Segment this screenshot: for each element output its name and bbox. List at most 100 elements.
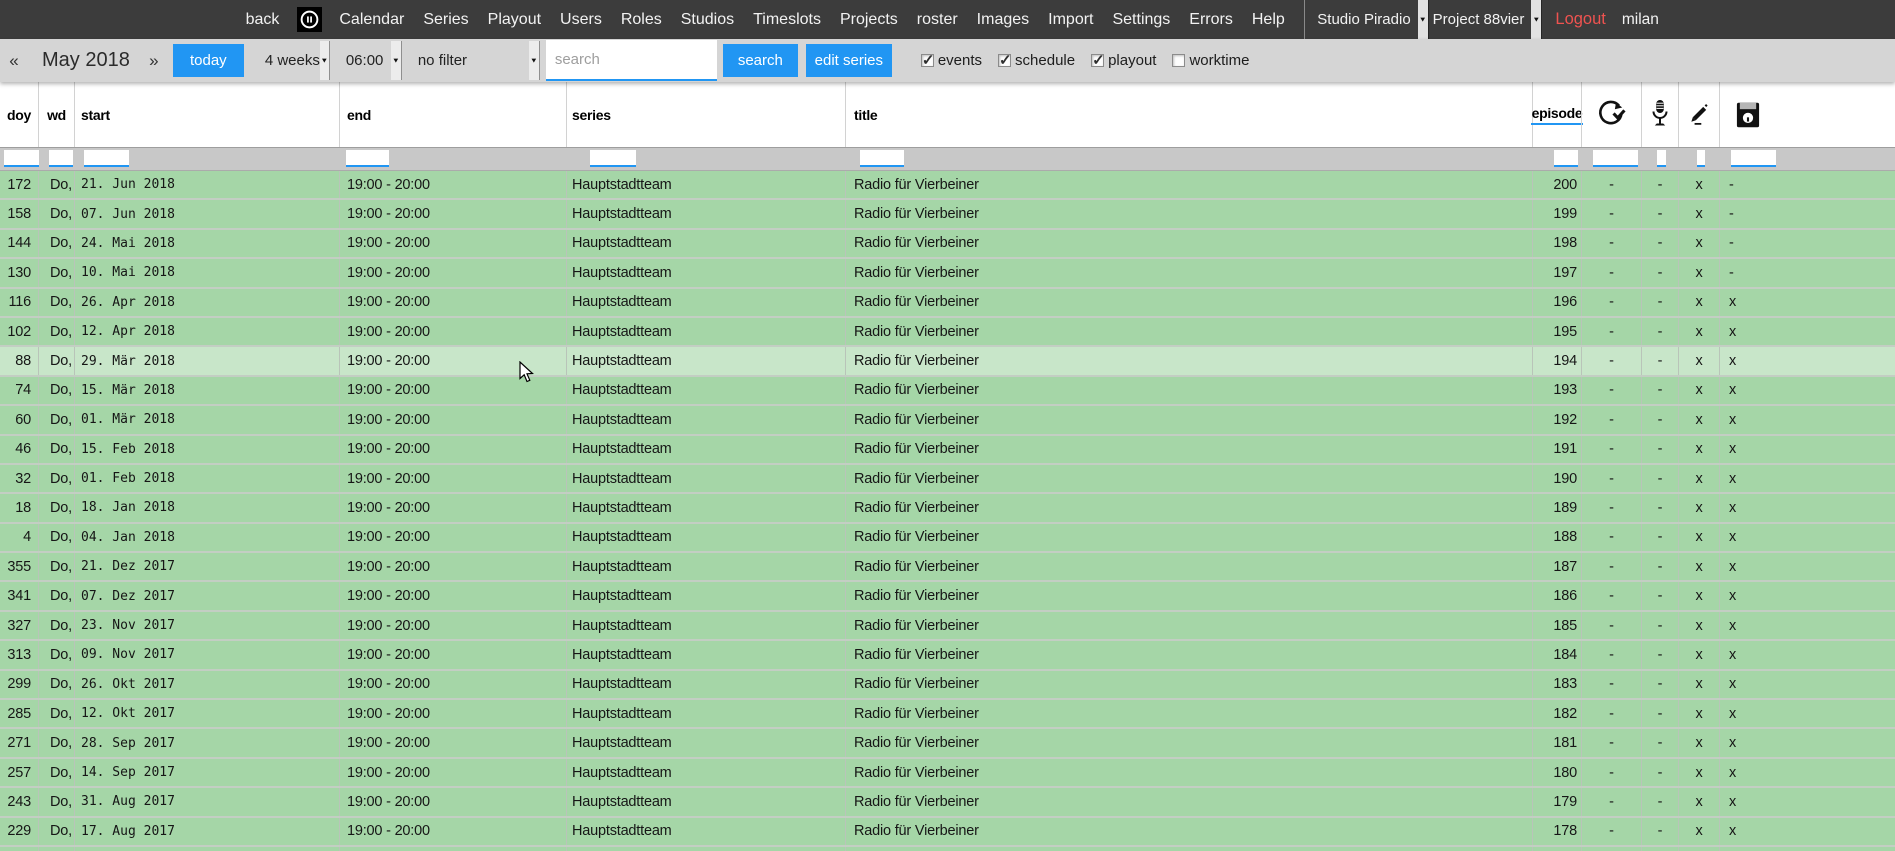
table-row[interactable]: 46 Do, 15. Feb 2018 19:00 - 20:00 Haupts… bbox=[0, 435, 1895, 465]
nav-item-images[interactable]: Images bbox=[976, 10, 1030, 28]
table-row[interactable]: 144 Do, 24. Mai 2018 19:00 - 20:00 Haupt… bbox=[0, 229, 1895, 260]
partial-table-row[interactable] bbox=[0, 846, 1895, 851]
nav-item-playout[interactable]: Playout bbox=[487, 10, 542, 28]
filter-input-episode[interactable] bbox=[1554, 150, 1578, 167]
cell-rerun-flag: - bbox=[1581, 729, 1641, 757]
range-select[interactable]: 4 weeks ▼ bbox=[257, 41, 330, 80]
nav-item-import[interactable]: Import bbox=[1048, 10, 1094, 28]
nav-item-timeslots[interactable]: Timeslots bbox=[753, 10, 821, 28]
cell-weekday: Do, bbox=[38, 347, 74, 375]
prev-month-button[interactable]: « bbox=[9, 50, 19, 70]
project-select[interactable]: Project 88vier ▼ bbox=[1433, 0, 1543, 39]
column-header-start[interactable]: start bbox=[74, 82, 339, 147]
nav-item-roles[interactable]: Roles bbox=[620, 10, 662, 28]
table-row[interactable]: 285 Do, 12. Okt 2017 19:00 - 20:00 Haupt… bbox=[0, 700, 1895, 730]
nav-item-errors[interactable]: Errors bbox=[1189, 10, 1233, 28]
worktime-checkbox-group[interactable]: worktime bbox=[1172, 52, 1249, 69]
table-row[interactable]: 130 Do, 10. Mai 2018 19:00 - 20:00 Haupt… bbox=[0, 259, 1895, 289]
filter-input-rerun[interactable] bbox=[1593, 150, 1638, 167]
save-disk-icon[interactable] bbox=[1719, 82, 1895, 147]
table-row[interactable]: 341 Do, 07. Dez 2017 19:00 - 20:00 Haupt… bbox=[0, 582, 1895, 612]
playout-checkbox-group[interactable]: playout bbox=[1091, 51, 1156, 69]
nav-item-back[interactable]: back bbox=[245, 10, 280, 28]
table-row[interactable]: 327 Do, 23. Nov 2017 19:00 - 20:00 Haupt… bbox=[0, 611, 1895, 642]
search-button[interactable]: search bbox=[722, 44, 798, 77]
table-row[interactable]: 102 Do, 12. Apr 2018 19:00 - 20:00 Haupt… bbox=[0, 317, 1895, 348]
column-header-episode[interactable]: episode bbox=[1530, 82, 1584, 147]
table-row[interactable]: 299 Do, 26. Okt 2017 19:00 - 20:00 Haupt… bbox=[0, 670, 1895, 701]
nav-item-projects[interactable]: Projects bbox=[839, 10, 898, 28]
filter-select[interactable]: no filter ▼ bbox=[410, 41, 540, 80]
column-header-doy[interactable]: doy bbox=[7, 106, 31, 123]
filter-input-end[interactable] bbox=[346, 150, 389, 167]
filter-input-doy[interactable] bbox=[4, 150, 39, 167]
table-row[interactable]: 355 Do, 21. Dez 2017 19:00 - 20:00 Haupt… bbox=[0, 553, 1895, 583]
nav-item-help[interactable]: Help bbox=[1251, 10, 1285, 28]
cell-rerun-flag: - bbox=[1581, 582, 1641, 610]
edit-pencil-icon[interactable] bbox=[1678, 82, 1719, 147]
cell-episode: 189 bbox=[1532, 494, 1581, 522]
column-header-wd[interactable]: wd bbox=[38, 82, 74, 147]
app-logo-icon[interactable] bbox=[296, 7, 322, 32]
chevron-down-icon[interactable]: ▼ bbox=[528, 41, 540, 80]
cell-rerun-flag: - bbox=[1581, 523, 1641, 552]
nav-item-roster[interactable]: roster bbox=[916, 10, 958, 28]
time-select[interactable]: 06:00 ▼ bbox=[338, 41, 402, 80]
column-header-rerun[interactable] bbox=[1581, 82, 1641, 147]
cell-start-date: 21. Jun 2018 bbox=[74, 171, 339, 199]
table-row[interactable]: 116 Do, 26. Apr 2018 19:00 - 20:00 Haupt… bbox=[0, 288, 1895, 318]
filter-input-wd[interactable] bbox=[49, 150, 73, 167]
cell-rerun-flag: - bbox=[1581, 259, 1641, 287]
chevron-down-icon[interactable]: ▼ bbox=[1531, 0, 1543, 39]
nav-item-users[interactable]: Users bbox=[560, 10, 602, 28]
playout-checkbox[interactable] bbox=[1091, 51, 1105, 69]
events-checkbox[interactable] bbox=[920, 51, 934, 69]
table-row[interactable]: 88 Do, 29. Mär 2018 19:00 - 20:00 Haupts… bbox=[0, 347, 1895, 377]
toolbar: « May 2018 » today 4 weeks ▼ 06:00 ▼ no … bbox=[0, 39, 1895, 82]
search-input[interactable] bbox=[545, 40, 717, 81]
nav-item-settings[interactable]: Settings bbox=[1112, 10, 1171, 28]
studio-select[interactable]: Studio Piradio ▼ bbox=[1317, 0, 1429, 39]
table-row[interactable]: 74 Do, 15. Mär 2018 19:00 - 20:00 Haupts… bbox=[0, 376, 1895, 407]
column-header-end[interactable]: end bbox=[339, 82, 566, 147]
next-month-button[interactable]: » bbox=[149, 50, 159, 70]
nav-item-calendar[interactable]: Calendar bbox=[339, 10, 405, 28]
chevron-down-icon[interactable]: ▼ bbox=[319, 41, 330, 80]
filter-input-start[interactable] bbox=[84, 150, 129, 167]
table-row[interactable]: 243 Do, 31. Aug 2017 19:00 - 20:00 Haupt… bbox=[0, 788, 1895, 818]
table-row[interactable]: 229 Do, 17. Aug 2017 19:00 - 20:00 Haupt… bbox=[0, 817, 1895, 847]
nav-item-series[interactable]: Series bbox=[423, 10, 469, 28]
column-header-series[interactable]: series bbox=[566, 82, 845, 147]
filter-input-recording[interactable] bbox=[1657, 150, 1666, 167]
cell-end-time: 19:00 - 20:00 bbox=[339, 758, 566, 787]
table-row[interactable]: 172 Do, 21. Jun 2018 19:00 - 20:00 Haupt… bbox=[0, 171, 1895, 201]
events-checkbox-group[interactable]: events bbox=[920, 51, 982, 69]
table-row[interactable]: 4 Do, 04. Jan 2018 19:00 - 20:00 Hauptst… bbox=[0, 523, 1895, 554]
worktime-checkbox[interactable] bbox=[1172, 54, 1186, 67]
today-button[interactable]: today bbox=[172, 44, 244, 77]
table-row[interactable]: 60 Do, 01. Mär 2018 19:00 - 20:00 Haupts… bbox=[0, 406, 1895, 436]
schedule-checkbox-group[interactable]: schedule bbox=[998, 51, 1075, 69]
chevron-down-icon[interactable]: ▼ bbox=[390, 41, 402, 80]
table-row[interactable]: 18 Do, 18. Jan 2018 19:00 - 20:00 Haupts… bbox=[0, 494, 1895, 524]
filter-input-title[interactable] bbox=[860, 150, 904, 167]
cell-episode: 183 bbox=[1532, 670, 1581, 699]
microphone-icon[interactable] bbox=[1641, 82, 1678, 147]
filter-input-series[interactable] bbox=[590, 150, 636, 167]
table-row[interactable]: 32 Do, 01. Feb 2018 19:00 - 20:00 Haupts… bbox=[0, 464, 1895, 495]
filter-input-saved[interactable] bbox=[1731, 150, 1776, 167]
table-row[interactable]: 257 Do, 14. Sep 2017 19:00 - 20:00 Haupt… bbox=[0, 758, 1895, 789]
cell-weekday: Do, bbox=[38, 817, 74, 845]
column-header-title[interactable]: title bbox=[845, 82, 1532, 147]
table-row[interactable]: 158 Do, 07. Jun 2018 19:00 - 20:00 Haupt… bbox=[0, 200, 1895, 230]
filter-input-edit[interactable] bbox=[1697, 150, 1705, 167]
table-row[interactable]: 271 Do, 28. Sep 2017 19:00 - 20:00 Haupt… bbox=[0, 729, 1895, 759]
table-row[interactable]: 313 Do, 09. Nov 2017 19:00 - 20:00 Haupt… bbox=[0, 641, 1895, 671]
cell-episode: 198 bbox=[1532, 229, 1581, 258]
chevron-down-icon[interactable]: ▼ bbox=[1417, 0, 1429, 39]
cell-start-date: 31. Aug 2017 bbox=[74, 788, 339, 816]
nav-item-studios[interactable]: Studios bbox=[680, 10, 735, 28]
logout-link[interactable]: Logout bbox=[1555, 10, 1606, 28]
edit-series-button[interactable]: edit series bbox=[805, 44, 892, 77]
schedule-checkbox[interactable] bbox=[998, 51, 1012, 69]
